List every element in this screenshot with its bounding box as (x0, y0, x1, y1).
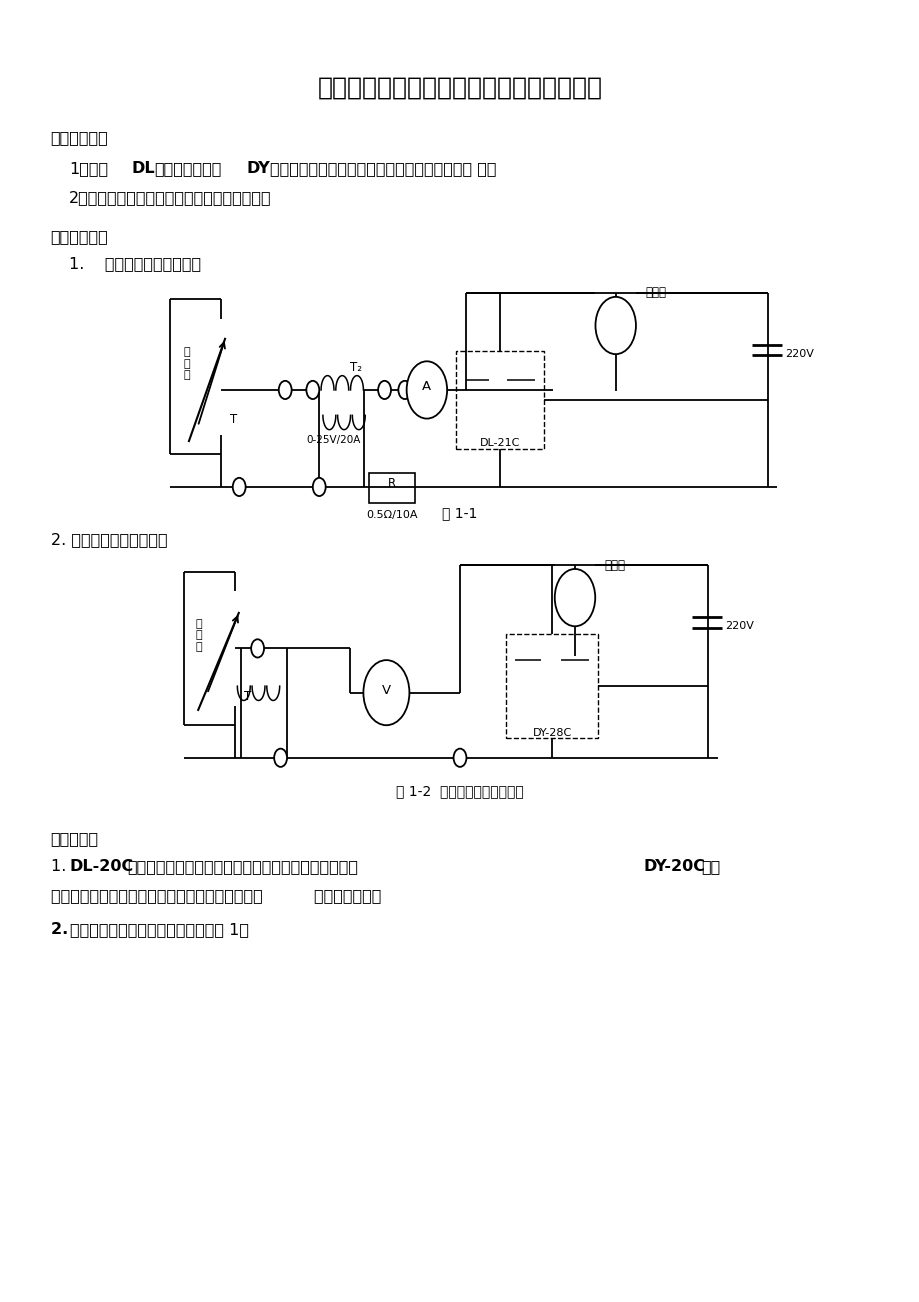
Text: DY-28C: DY-28C (532, 728, 571, 738)
Text: T: T (230, 414, 237, 426)
Text: 光示牌: 光示牌 (644, 286, 665, 299)
Text: 220V: 220V (784, 349, 812, 359)
Text: V: V (381, 684, 391, 697)
Text: 0-25V/20A: 0-25V/20A (306, 435, 361, 445)
Text: 2、学习动作电流、动作电压参数的整定方法。: 2、学习动作电流、动作电压参数的整定方法。 (69, 190, 271, 206)
Text: 一、实验目的: 一、实验目的 (51, 130, 108, 146)
Bar (456, 350, 543, 448)
Text: DL-21C: DL-21C (480, 437, 519, 448)
Text: T: T (244, 690, 251, 703)
Circle shape (363, 660, 409, 725)
Text: 220V: 220V (724, 621, 753, 631)
Circle shape (251, 639, 264, 658)
Circle shape (595, 297, 635, 354)
Text: 光示牌: 光示牌 (604, 559, 625, 572)
Text: 二、实验电路: 二、实验电路 (51, 229, 108, 245)
Text: 电压继电器铭牌刻度值，为线圈串联时的额定值。          （串联，并联＞: 电压继电器铭牌刻度值，为线圈串联时的额定值。 （串联，并联＞ (51, 888, 380, 904)
Text: 2.: 2. (51, 922, 74, 937)
Circle shape (398, 380, 411, 400)
Circle shape (378, 380, 391, 400)
Text: 系列: 系列 (700, 859, 720, 875)
Text: T₂: T₂ (349, 361, 361, 374)
Circle shape (274, 749, 287, 767)
Text: 调
压
器: 调 压 器 (183, 348, 189, 380)
Text: 电流继电器的返回系数为什么恒小于 1？: 电流继电器的返回系数为什么恒小于 1？ (70, 922, 249, 937)
Text: DL-20C: DL-20C (70, 859, 134, 875)
Text: DY: DY (246, 161, 270, 177)
Text: 型电流继电器和: 型电流继电器和 (154, 161, 221, 177)
Circle shape (453, 749, 466, 767)
Text: 图 1-1: 图 1-1 (442, 506, 477, 521)
Text: DY-20C: DY-20C (643, 859, 705, 875)
Circle shape (554, 569, 595, 626)
Bar (369, 473, 414, 503)
Bar (505, 634, 597, 738)
Text: 1.: 1. (51, 859, 71, 875)
Text: 1.    过流继电器实验接线图: 1. 过流继电器实验接线图 (69, 256, 201, 272)
Text: 2. 低压继电器实验接线图: 2. 低压继电器实验接线图 (51, 533, 167, 548)
Circle shape (306, 380, 319, 400)
Text: 型电压继电器的的实际结构，工作原理、基本特 性；: 型电压继电器的的实际结构，工作原理、基本特 性； (269, 161, 495, 177)
Text: 0.5Ω/10A: 0.5Ω/10A (366, 510, 417, 521)
Text: 实验一电磁型电流继电器和电压继电器实验: 实验一电磁型电流继电器和电压继电器实验 (317, 76, 602, 99)
Text: A: A (422, 380, 431, 392)
Circle shape (278, 380, 291, 400)
Text: 调
压
器: 调 压 器 (195, 618, 201, 652)
Circle shape (406, 361, 447, 419)
Text: 1、熟悉: 1、熟悉 (69, 161, 108, 177)
Text: 图 1-2  低压继电器实验接线图: 图 1-2 低压继电器实验接线图 (396, 784, 523, 798)
Text: R: R (388, 477, 395, 490)
Text: DL: DL (131, 161, 155, 177)
Text: 三、预习题: 三、预习题 (51, 831, 98, 846)
Circle shape (233, 478, 245, 496)
Text: 系列电流继电器铭牌刻度值，为线圈并联时的额定值；: 系列电流继电器铭牌刻度值，为线圈并联时的额定值； (127, 859, 357, 875)
Circle shape (312, 478, 325, 496)
